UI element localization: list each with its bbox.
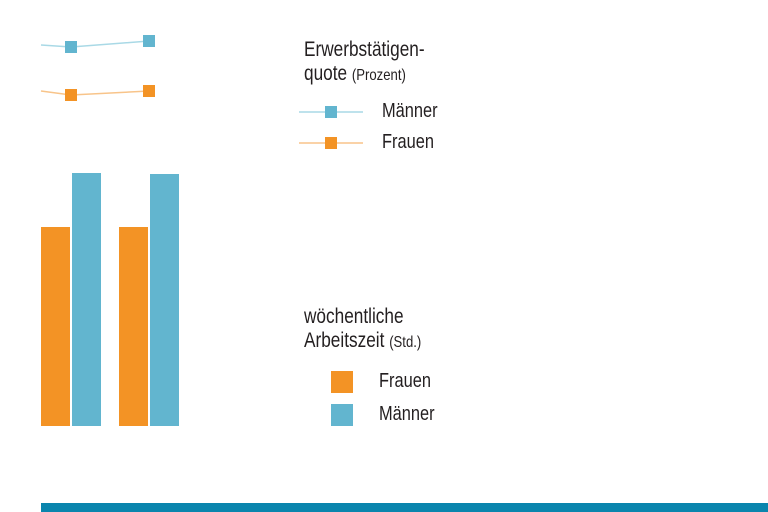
- legend-swatch-frauen-icon: [331, 371, 353, 393]
- bar-maenner-2: [150, 174, 179, 426]
- line-frauen: [40, 90, 150, 96]
- legend-marker-maenner-icon: [325, 106, 337, 118]
- bottom-accent-bar: [41, 503, 768, 512]
- line-legend-title: Erwerbstätigen- quote (Prozent): [304, 38, 425, 88]
- bar-legend-title-line1: wöchentliche: [304, 305, 404, 328]
- marker-maenner-1: [65, 41, 77, 53]
- line-maenner: [40, 40, 150, 48]
- bar-legend-title-line2: Arbeitszeit: [304, 329, 385, 352]
- bar-legend-label-maenner: Männer: [379, 403, 435, 425]
- bar-frauen-1: [41, 227, 70, 426]
- bar-frauen-2: [119, 227, 148, 426]
- legend-swatch-maenner-icon: [331, 404, 353, 426]
- line-legend-unit: (Prozent): [351, 67, 406, 84]
- bar-maenner-1: [72, 173, 101, 426]
- legend-marker-frauen-icon: [325, 137, 337, 149]
- line-legend-title-line2: quote: [304, 62, 348, 85]
- line-legend-title-line1: Erwerbstätigen-: [304, 38, 425, 61]
- marker-frauen-2: [143, 85, 155, 97]
- line-legend-label-maenner: Männer: [382, 100, 438, 122]
- marker-maenner-2: [143, 35, 155, 47]
- line-legend-label-frauen: Frauen: [382, 131, 434, 153]
- bar-legend-unit: (Std.): [389, 334, 422, 351]
- bar-legend-label-frauen: Frauen: [379, 370, 431, 392]
- bar-legend-title: wöchentliche Arbeitszeit (Std.): [304, 305, 421, 355]
- marker-frauen-1: [65, 89, 77, 101]
